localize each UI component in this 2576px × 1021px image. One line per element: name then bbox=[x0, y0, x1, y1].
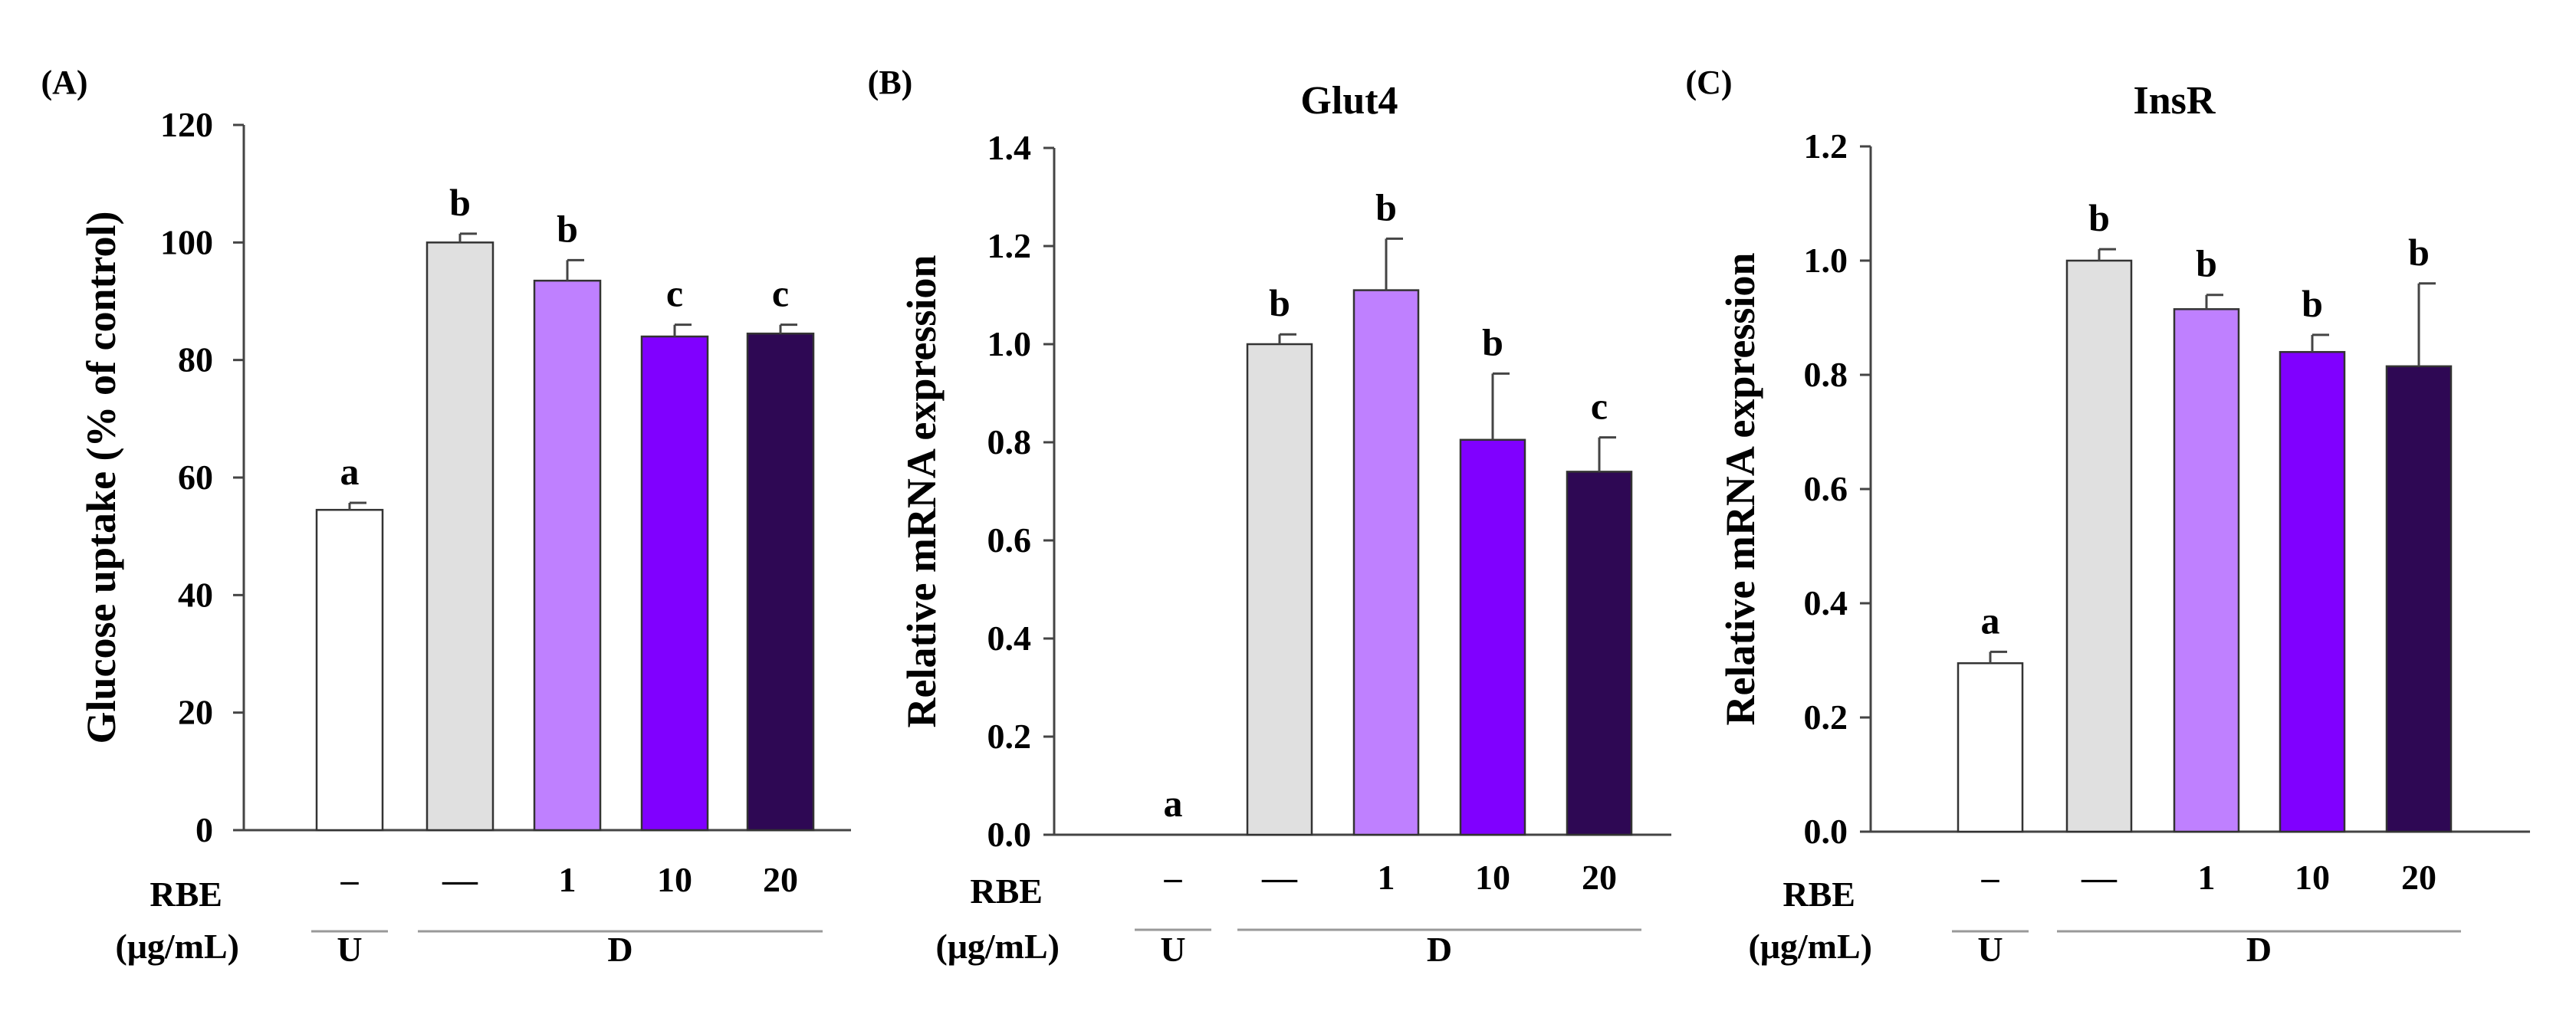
y-tick-label: 0.4 bbox=[987, 619, 1032, 658]
category-label: 1 bbox=[1378, 858, 1395, 897]
category-label: 20 bbox=[1582, 858, 1617, 897]
rbe-unit-label: (μg/mL) bbox=[1749, 927, 1873, 966]
y-tick-label: 1.4 bbox=[987, 128, 1032, 167]
group-label: U bbox=[1977, 930, 2003, 969]
chart-panel-c: (C) InsR 0.0 0.2 0.4 0.6 0.8 1.0 1.2 Relative mRN… bbox=[1685, 64, 2530, 969]
y-tick-label: 0.8 bbox=[987, 422, 1032, 461]
y-tick-label: 0.8 bbox=[1804, 355, 1848, 394]
category-label: 20 bbox=[763, 860, 798, 899]
y-tick-label: 60 bbox=[178, 458, 213, 497]
significance-label: c bbox=[772, 272, 789, 315]
y-tick-label: 0.6 bbox=[987, 520, 1032, 560]
bar bbox=[1957, 662, 2024, 833]
rbe-label: RBE bbox=[970, 872, 1043, 911]
bar bbox=[2173, 308, 2240, 833]
category-label: – bbox=[1981, 858, 2000, 897]
significance-label: a bbox=[1981, 599, 2000, 642]
y-tick-label: 20 bbox=[178, 693, 213, 732]
panel-label: (C) bbox=[1685, 64, 1732, 101]
y-tick-label: 40 bbox=[178, 575, 213, 614]
significance-label: a bbox=[340, 450, 360, 493]
category-label: – bbox=[340, 860, 360, 899]
category-label: — bbox=[442, 860, 478, 899]
y-tick-label: 1.0 bbox=[1804, 241, 1848, 280]
significance-label: b bbox=[1269, 281, 1290, 324]
y-tick-label: 0.6 bbox=[1804, 469, 1848, 508]
y-tick-label: 80 bbox=[178, 340, 213, 379]
rbe-unit-label: (μg/mL) bbox=[936, 927, 1060, 966]
y-tick-label: 120 bbox=[160, 105, 213, 144]
category-label: — bbox=[1261, 858, 1298, 897]
significance-label: b bbox=[1375, 185, 1397, 228]
y-axis-title: Relative mRNA expression bbox=[1717, 253, 1763, 726]
bar bbox=[1352, 289, 1420, 836]
significance-label: a bbox=[1164, 782, 1183, 825]
panel-label: (A) bbox=[41, 64, 87, 101]
y-tick-label: 0.0 bbox=[1804, 812, 1848, 851]
y-tick-label: 0 bbox=[196, 810, 213, 849]
bar bbox=[2065, 259, 2133, 833]
y-tick-label: 100 bbox=[160, 222, 213, 261]
bar bbox=[1246, 343, 1313, 836]
bar bbox=[1459, 438, 1526, 836]
group-label: U bbox=[1160, 930, 1185, 969]
significance-label: b bbox=[2196, 242, 2217, 285]
bar bbox=[426, 241, 495, 832]
bar bbox=[2279, 350, 2346, 833]
group-label: U bbox=[337, 930, 362, 969]
chart-title: InsR bbox=[2134, 79, 2216, 123]
bar bbox=[2385, 365, 2453, 833]
y-tick-label: 1.2 bbox=[1804, 126, 1848, 166]
significance-label: b bbox=[449, 181, 471, 224]
y-tick-label: 1.2 bbox=[987, 226, 1032, 265]
chart-title: Glut4 bbox=[1300, 79, 1398, 123]
significance-label: c bbox=[666, 272, 683, 315]
category-label: 10 bbox=[1475, 858, 1510, 897]
bar bbox=[640, 335, 709, 832]
category-label: 1 bbox=[559, 860, 577, 899]
y-tick-label: 0.2 bbox=[987, 717, 1032, 756]
chart-panel-b: (B) Glut4 0.0 0.2 0.4 0.6 0.8 1.0 1.2 1.4 Relative… bbox=[868, 64, 1671, 969]
y-tick-label: 0.0 bbox=[987, 815, 1032, 854]
significance-label: b bbox=[557, 207, 578, 250]
category-label: 1 bbox=[2198, 858, 2216, 897]
significance-label: b bbox=[2302, 282, 2323, 325]
y-tick-label: 0.4 bbox=[1804, 583, 1848, 622]
category-label: 10 bbox=[657, 860, 692, 899]
category-label: – bbox=[1164, 858, 1183, 897]
bar bbox=[533, 279, 602, 832]
bar bbox=[1566, 471, 1633, 836]
category-label: 20 bbox=[2401, 858, 2436, 897]
y-tick-label: 1.0 bbox=[987, 324, 1032, 363]
rbe-label: RBE bbox=[150, 875, 222, 914]
y-tick-label: 0.2 bbox=[1804, 698, 1848, 737]
significance-label: b bbox=[2408, 231, 2430, 274]
group-label: D bbox=[2246, 930, 2272, 969]
rbe-label: RBE bbox=[1783, 875, 1855, 914]
bar bbox=[746, 332, 815, 832]
category-label: 10 bbox=[2295, 858, 2330, 897]
significance-label: b bbox=[1482, 320, 1503, 363]
significance-label: c bbox=[1591, 385, 1608, 428]
significance-label: b bbox=[2088, 196, 2110, 239]
group-label: D bbox=[607, 930, 632, 969]
category-label: — bbox=[2081, 858, 2118, 897]
y-axis-title: Glucose uptake (% of control) bbox=[78, 212, 124, 744]
group-label: D bbox=[1427, 930, 1452, 969]
rbe-unit-label: (μg/mL) bbox=[116, 927, 240, 966]
panel-label: (B) bbox=[868, 64, 913, 101]
bar bbox=[315, 508, 384, 832]
y-axis-title: Relative mRNA expression bbox=[899, 255, 945, 728]
